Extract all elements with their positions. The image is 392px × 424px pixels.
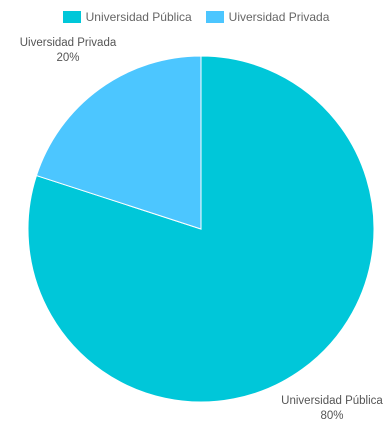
legend-item-universidad-privada[interactable]: Uiversidad Privada <box>205 10 330 24</box>
slice-label-universidad-publica: Universidad Pública <box>281 395 383 407</box>
legend-swatch-universidad-privada <box>205 11 224 23</box>
slice-value-label-universidad-publica: 80% <box>320 410 343 422</box>
chart-legend: Universidad Pública Uiversidad Privada <box>0 10 392 24</box>
legend-item-universidad-publica[interactable]: Universidad Pública <box>62 10 192 24</box>
slice-value-label-universidad-privada: 20% <box>56 52 79 64</box>
slice-label-universidad-privada: Uiversidad Privada <box>20 37 117 49</box>
legend-swatch-universidad-publica <box>62 11 81 23</box>
legend-label-universidad-privada: Uiversidad Privada <box>228 10 330 24</box>
pie-slice-universidad-privada[interactable] <box>35 55 202 230</box>
legend-label-universidad-publica: Universidad Pública <box>85 10 192 24</box>
